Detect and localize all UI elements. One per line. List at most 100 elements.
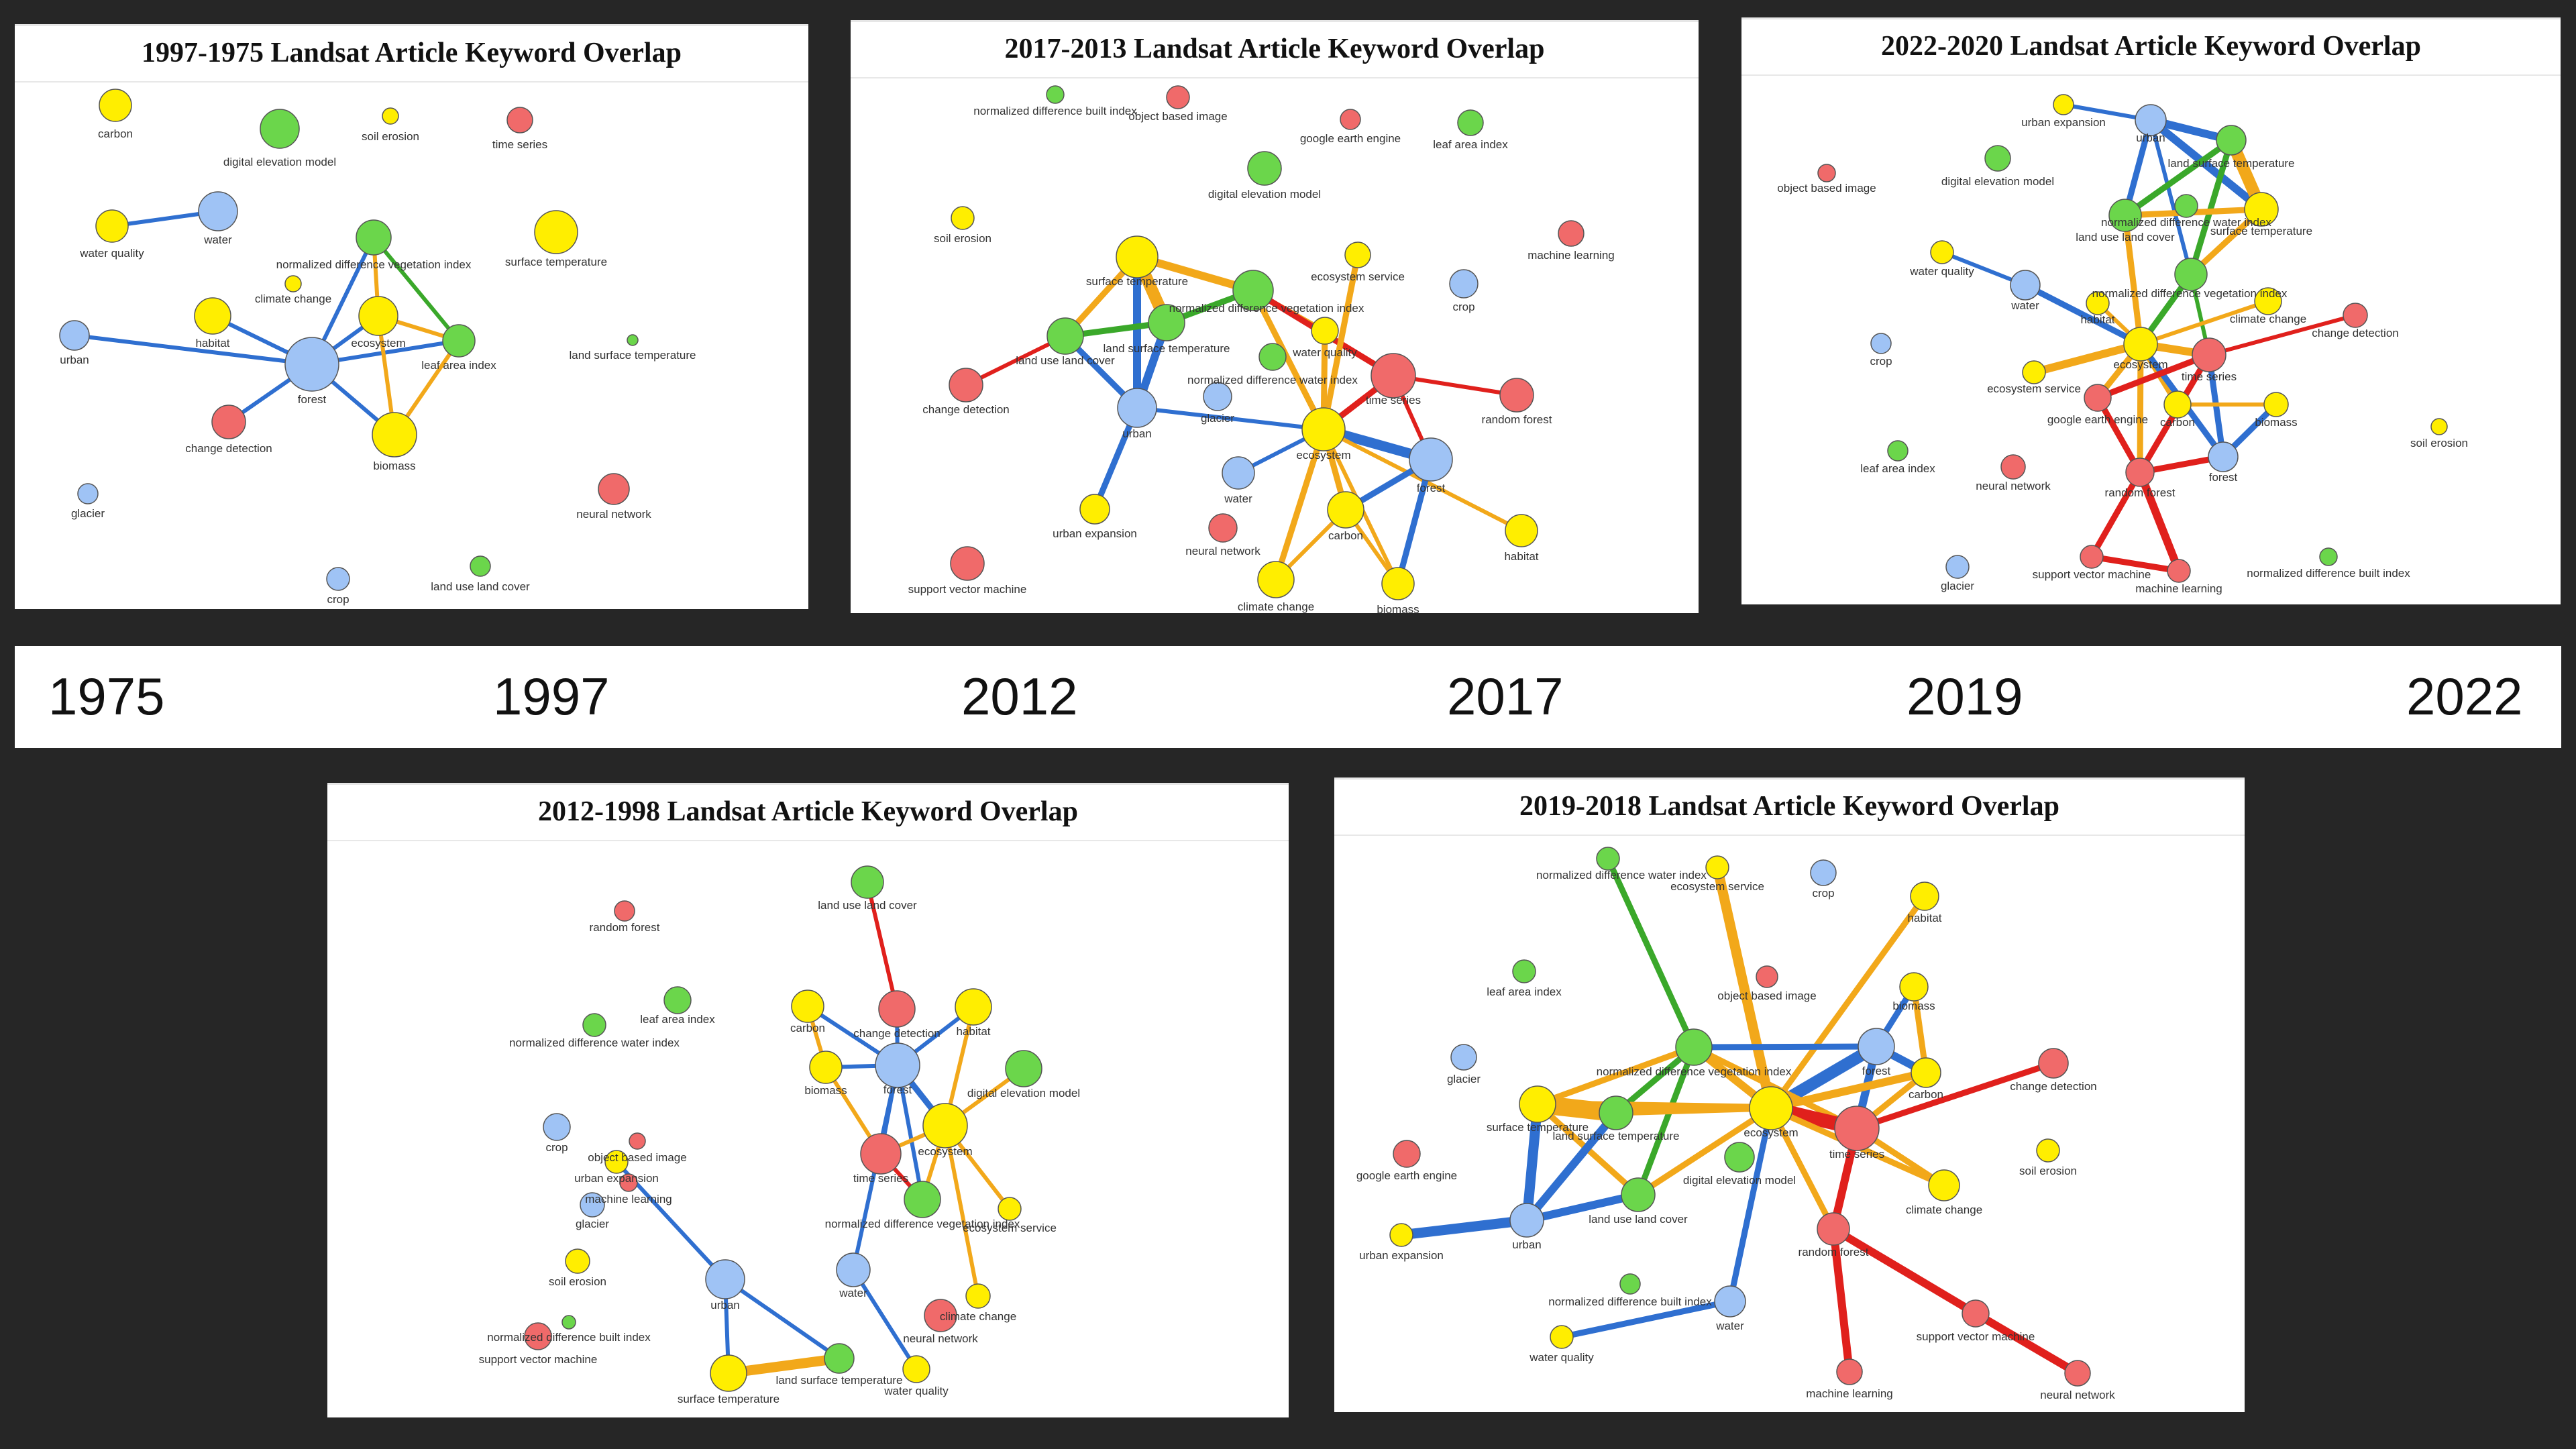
node-object-based-image[interactable] [1166,85,1190,109]
node-habitat[interactable] [2086,291,2110,315]
node-carbon[interactable] [99,89,132,122]
node-normalized-difference-vegetation-index[interactable] [356,219,392,256]
node-surface-temperature[interactable] [710,1354,747,1392]
node-land-surface-temperature[interactable] [2216,125,2247,156]
node-digital-elevation-model[interactable] [1984,145,2011,172]
node-crop[interactable] [543,1113,571,1141]
node-urban[interactable] [1509,1203,1544,1238]
node-neural-network[interactable] [1208,513,1238,543]
node-machine-learning[interactable] [619,1173,638,1192]
node-random-forest[interactable] [1499,378,1534,413]
node-water[interactable] [198,191,238,231]
node-biomass[interactable] [2263,392,2289,417]
node-neural-network[interactable] [2000,454,2026,480]
node-ecosystem[interactable] [2123,327,2158,362]
keyword-network-2012-1998[interactable]: land use land cover random forest leaf are… [327,785,1289,1417]
node-urban[interactable] [2135,104,2167,136]
node-leaf-area-index[interactable] [663,986,692,1014]
keyword-network-2022-2020[interactable]: urban expansion urban digital elevation mo… [1741,19,2561,604]
node-object-based-image[interactable] [1817,164,1836,182]
node-climate-change[interactable] [1928,1169,1960,1201]
node-water[interactable] [836,1252,871,1287]
node-water-quality[interactable] [1930,240,1954,264]
node-machine-learning[interactable] [1836,1358,1863,1385]
node-land-surface-temperature[interactable] [627,334,639,346]
node-urban[interactable] [1117,388,1157,428]
node-water-quality[interactable] [1550,1325,1574,1349]
node-support-vector-machine[interactable] [950,546,985,581]
node-carbon[interactable] [791,989,824,1023]
node-carbon[interactable] [2163,390,2192,419]
node-water[interactable] [2010,270,2041,301]
node-carbon[interactable] [1327,491,1364,529]
node-glacier[interactable] [1203,382,1232,411]
node-google-earth-engine[interactable] [2084,384,2112,412]
node-normalized-difference-water-index[interactable] [2174,194,2198,218]
node-change-detection[interactable] [878,990,916,1028]
node-forest[interactable] [875,1042,920,1088]
node-time-series[interactable] [506,107,533,133]
node-soil-erosion[interactable] [2430,418,2448,435]
node-glacier[interactable] [1450,1044,1477,1071]
keyword-network-2019-2018[interactable]: normalized difference water indexecosyst… [1334,780,2245,1412]
node-climate-change[interactable] [965,1283,991,1309]
node-change-detection[interactable] [2343,303,2368,328]
node-urban[interactable] [705,1259,745,1299]
node-urban-expansion[interactable] [604,1150,629,1174]
node-water-quality[interactable] [902,1355,930,1383]
node-soil-erosion[interactable] [565,1248,590,1274]
node-leaf-area-index[interactable] [1887,440,1909,462]
node-biomass[interactable] [809,1051,843,1084]
node-forest[interactable] [2208,441,2239,472]
node-normalized-difference-water-index[interactable] [1596,847,1620,871]
node-time-series[interactable] [1834,1106,1880,1151]
node-surface-temperature[interactable] [2244,192,2279,227]
node-land-surface-temperature[interactable] [1148,304,1185,341]
node-crop[interactable] [1449,269,1479,299]
node-habitat[interactable] [194,297,231,335]
node-forest[interactable] [284,337,339,392]
node-soil-erosion[interactable] [951,206,975,230]
node-change-detection[interactable] [211,405,246,439]
node-digital-elevation-model[interactable] [1005,1050,1042,1087]
node-land-use-land-cover[interactable] [470,555,491,577]
node-normalized-difference-built-index[interactable] [2319,547,2338,566]
node-land-surface-temperature[interactable] [1599,1095,1633,1130]
node-crop[interactable] [326,567,350,591]
node-time-series[interactable] [2192,337,2226,372]
node-glacier[interactable] [77,483,99,504]
node-digital-elevation-model[interactable] [1724,1142,1755,1173]
node-soil-erosion[interactable] [382,107,399,125]
node-neural-network[interactable] [598,473,630,505]
node-random-forest[interactable] [1817,1212,1850,1246]
node-digital-elevation-model[interactable] [260,109,300,149]
node-change-detection[interactable] [2038,1048,2069,1079]
node-change-detection[interactable] [949,368,983,402]
node-machine-learning[interactable] [1558,220,1585,247]
node-support-vector-machine[interactable] [1962,1299,1990,1328]
node-ecosystem[interactable] [1749,1086,1793,1130]
node-support-vector-machine[interactable] [524,1322,552,1350]
node-object-based-image[interactable] [1756,965,1778,988]
node-surface-temperature[interactable] [1519,1085,1556,1123]
node-climate-change[interactable] [284,275,302,292]
node-normalized-difference-vegetation-index[interactable] [1675,1028,1713,1066]
node-machine-learning[interactable] [2167,559,2191,583]
node-land-use-land-cover[interactable] [1621,1177,1656,1212]
node-leaf-area-index[interactable] [1512,959,1536,983]
node-normalized-difference-vegetation-index[interactable] [904,1181,941,1218]
node-surface-temperature[interactable] [1116,235,1159,278]
keyword-network-2017-2013[interactable]: normalized difference built indexobject … [851,22,1699,613]
node-leaf-area-index[interactable] [1457,109,1484,136]
node-crop[interactable] [1870,333,1892,354]
node-random-forest[interactable] [614,900,635,922]
node-habitat[interactable] [1910,881,1939,911]
node-neural-network[interactable] [2064,1360,2091,1387]
node-normalized-difference-vegetation-index[interactable] [1232,270,1274,311]
node-digital-elevation-model[interactable] [1247,151,1282,186]
node-land-use-land-cover[interactable] [2108,199,2142,232]
node-object-based-image[interactable] [629,1132,646,1150]
node-biomass[interactable] [1899,972,1929,1002]
node-ecosystem-service[interactable] [1705,855,1729,879]
node-urban-expansion[interactable] [1079,494,1110,525]
